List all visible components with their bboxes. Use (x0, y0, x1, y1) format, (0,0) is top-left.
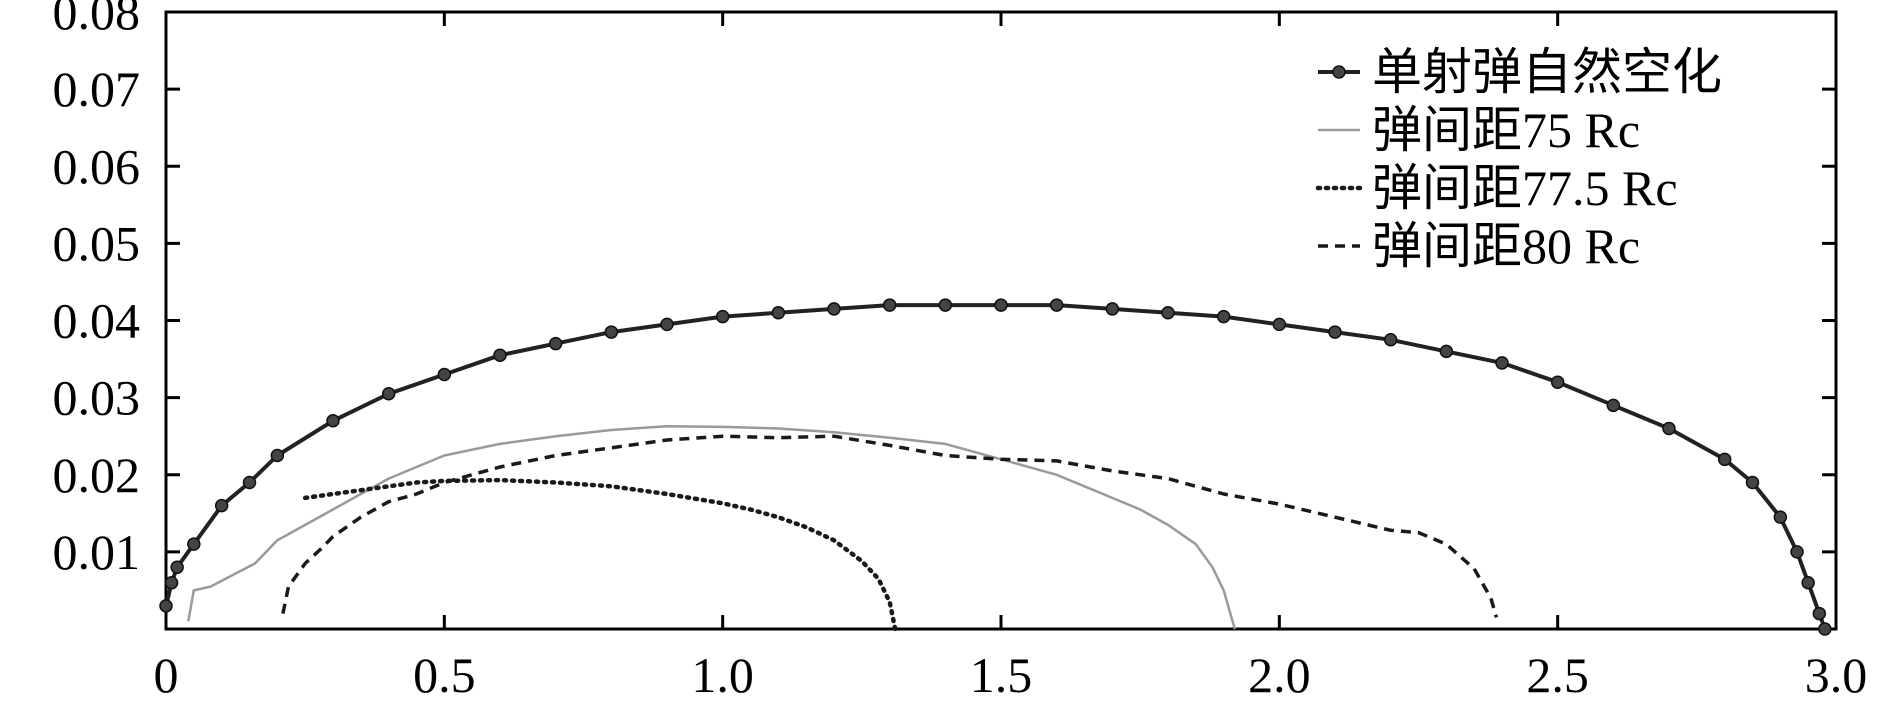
data-point (938, 298, 953, 312)
data-point (159, 599, 173, 613)
data-point (1773, 510, 1788, 524)
x-axis: 0 0.5 1.0 1.5 2.0 2.5 3.0 (154, 12, 1868, 702)
data-point (1328, 325, 1342, 339)
legend-label-2: 弹间距77.5 Rc (1372, 160, 1678, 216)
data-point (771, 306, 786, 320)
x-tick-label: 0.5 (413, 647, 476, 702)
data-point (1812, 606, 1827, 621)
data-point (1439, 344, 1454, 359)
series-line-2 (302, 477, 898, 632)
y-axis: 0.01 0.02 0.03 0.04 0.05 0.06 0.07 0.08 (53, 0, 1836, 580)
y-tick-label: 0.06 (53, 138, 141, 194)
legend-label-1: 弹间距75 Rc (1372, 102, 1640, 158)
data-point (1495, 356, 1509, 370)
data-point (827, 302, 841, 316)
y-tick-label: 0.08 (53, 0, 141, 40)
data-point (882, 298, 897, 312)
data-point (1049, 298, 1064, 312)
series-line-3 (281, 434, 1499, 618)
data-point (994, 298, 1008, 312)
y-tick-label: 0.05 (53, 215, 141, 271)
data-point (170, 560, 184, 575)
legend-label-0: 单射弹自然空化 (1372, 44, 1722, 100)
data-point (1272, 317, 1287, 332)
x-tick-label: 3.0 (1805, 647, 1868, 702)
data-point (187, 537, 201, 551)
data-point (548, 336, 563, 351)
series-layer (159, 298, 1832, 636)
data-point (1662, 421, 1676, 436)
y-tick-label: 0.02 (53, 447, 141, 503)
x-tick-label: 2.5 (1526, 647, 1589, 702)
data-point (1818, 622, 1832, 636)
y-tick-label: 0.03 (53, 370, 141, 426)
x-tick-label: 1.5 (970, 647, 1033, 702)
data-point (437, 367, 452, 382)
data-point (1790, 545, 1804, 559)
series-line-1 (187, 424, 1237, 630)
data-point (604, 325, 619, 339)
data-point (326, 414, 340, 428)
data-point (381, 387, 396, 401)
y-tick-label: 0.07 (53, 61, 141, 117)
data-point (1717, 452, 1732, 467)
data-point (1745, 475, 1760, 490)
x-tick-label: 2.0 (1248, 647, 1311, 702)
data-point (1216, 309, 1231, 324)
data-point (715, 309, 730, 324)
data-point (1161, 306, 1175, 320)
y-tick-label: 0.01 (53, 524, 141, 580)
data-point (1801, 575, 1815, 590)
data-point (493, 348, 507, 362)
data-point (660, 317, 674, 332)
data-point (1606, 398, 1621, 413)
data-point (242, 475, 257, 490)
y-tick-label: 0.04 (53, 293, 141, 349)
data-point (214, 498, 229, 513)
x-tick-label: 1.0 (691, 647, 754, 702)
data-point (164, 575, 179, 590)
x-tick-label: 0 (154, 647, 179, 702)
data-point (1383, 333, 1398, 347)
data-point (270, 448, 285, 463)
legend-marker (1332, 65, 1346, 79)
data-point (1550, 375, 1565, 389)
legend-label-3: 弹间距80 Rc (1372, 218, 1640, 274)
data-point (1105, 302, 1120, 316)
